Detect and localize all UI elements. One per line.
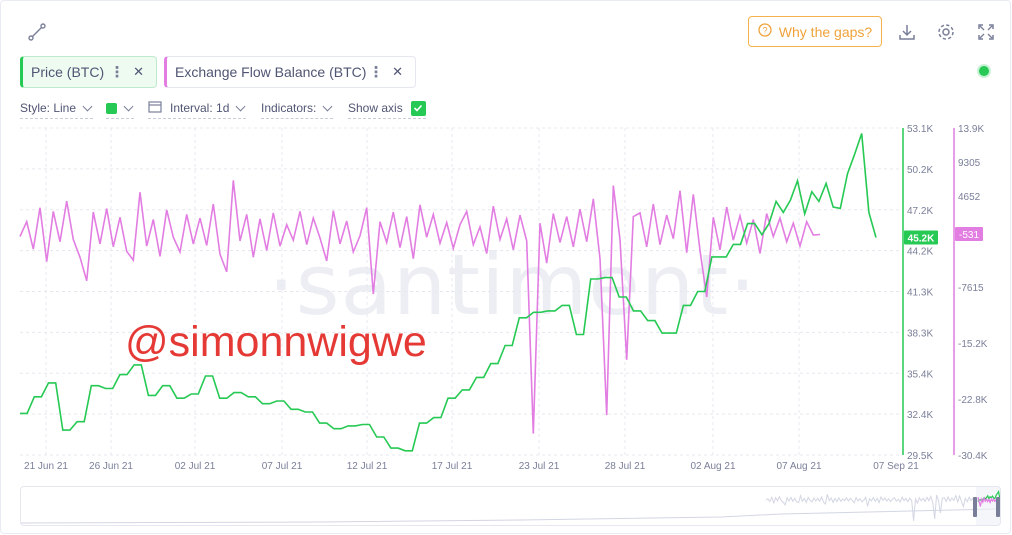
navigator-preview bbox=[21, 487, 1000, 525]
price-tick-label: 29.5K bbox=[907, 451, 933, 462]
flow-tick-label: 9305 bbox=[958, 158, 981, 169]
x-tick-label: 02 Jul 21 bbox=[175, 461, 216, 472]
flow-current-badge bbox=[955, 227, 983, 241]
x-tick-label: 26 Jun 21 bbox=[89, 461, 133, 472]
navigator-price-line bbox=[21, 508, 997, 524]
indicators-label: Indicators: bbox=[261, 101, 317, 115]
santiment-watermark: ·santiment· bbox=[268, 236, 757, 334]
x-tick-label: 07 Sep 21 bbox=[873, 461, 919, 472]
price-tick-label: 44.2K bbox=[907, 247, 933, 258]
flow-axis: 13.9K 9305 4652 -7615 -15.2K -22.8K -30.4K bbox=[953, 124, 988, 462]
metric-chip-flow[interactable]: Exchange Flow Balance (BTC) ⋮ ✕ bbox=[164, 56, 416, 88]
x-tick-label: 07 Aug 21 bbox=[776, 461, 821, 472]
interval-label: Interval: 1d bbox=[170, 101, 230, 115]
flow-tick-label: 13.9K bbox=[958, 124, 984, 135]
x-tick-label: 12 Jul 21 bbox=[347, 461, 388, 472]
flow-current-label: -531 bbox=[959, 230, 979, 241]
price-tick-label: 32.4K bbox=[907, 410, 933, 421]
style-label: Style: Line bbox=[20, 101, 77, 115]
author-handle: @simonnwigwe bbox=[125, 318, 427, 366]
metric-chip-price[interactable]: Price (BTC) ⋮ ✕ bbox=[20, 56, 157, 88]
x-axis: 21 Jun 21 26 Jun 21 02 Jul 21 07 Jul 21 12 J… bbox=[24, 461, 919, 472]
current-value-badges: 45.2K -531 bbox=[904, 227, 983, 245]
more-icon[interactable]: ⋮ bbox=[109, 64, 125, 81]
metric-label: Exchange Flow Balance (BTC) bbox=[175, 64, 367, 80]
price-tick-label: 47.2K bbox=[907, 206, 933, 217]
line-tool-icon[interactable] bbox=[27, 22, 47, 42]
gear-icon[interactable] bbox=[935, 21, 957, 43]
range-navigator[interactable] bbox=[20, 486, 1001, 526]
navigator-handle-right bbox=[996, 497, 1000, 517]
price-axis: 53.1K 50.2K 47.2K 44.2K 41.3K 38.3K 35.4K 32.4K… bbox=[902, 124, 933, 462]
more-icon[interactable]: ⋮ bbox=[368, 64, 384, 81]
navigator-flow-line bbox=[765, 493, 996, 521]
series-line-flow bbox=[19, 180, 821, 434]
x-tick-label: 07 Jul 21 bbox=[262, 461, 303, 472]
why-gaps-label: Why the gaps? bbox=[778, 23, 873, 40]
x-tick-label: 28 Jul 21 bbox=[605, 461, 646, 472]
price-current-badge bbox=[904, 230, 938, 245]
download-icon[interactable] bbox=[896, 21, 918, 43]
help-circle-icon: ? bbox=[758, 23, 772, 40]
price-tick-label: 50.2K bbox=[907, 165, 933, 176]
flow-tick-label: 4652 bbox=[958, 192, 981, 203]
interval-select[interactable]: Interval: 1d bbox=[148, 98, 247, 119]
price-tick-label: 53.1K bbox=[907, 124, 933, 135]
svg-text:?: ? bbox=[762, 26, 767, 36]
flow-tick-label: -7615 bbox=[958, 283, 984, 294]
navigator-handle-left bbox=[973, 497, 977, 517]
indicators-select[interactable]: Indicators: bbox=[261, 98, 334, 119]
flow-tick-label: -30.4K bbox=[958, 451, 988, 462]
price-tick-label: 38.3K bbox=[907, 328, 933, 339]
x-tick-label: 17 Jul 21 bbox=[432, 461, 473, 472]
show-axis-label: Show axis bbox=[348, 101, 403, 115]
price-tick-label: 35.4K bbox=[907, 369, 933, 380]
close-icon[interactable]: ✕ bbox=[133, 64, 144, 79]
show-axis-toggle[interactable]: Show axis bbox=[348, 98, 426, 119]
price-current-label: 45.2K bbox=[908, 233, 935, 244]
why-gaps-button[interactable]: ? Why the gaps? bbox=[748, 16, 882, 47]
fullscreen-icon[interactable] bbox=[975, 21, 997, 43]
x-tick-label: 21 Jun 21 bbox=[24, 461, 68, 472]
color-select[interactable] bbox=[106, 98, 134, 119]
close-icon[interactable]: ✕ bbox=[392, 64, 403, 79]
color-swatch bbox=[106, 102, 117, 114]
flow-tick-label: -22.8K bbox=[958, 395, 988, 406]
flow-tick-label: -15.2K bbox=[958, 339, 988, 350]
x-tick-label: 23 Jul 21 bbox=[519, 461, 560, 472]
calendar-icon bbox=[148, 100, 162, 116]
style-select[interactable]: Style: Line bbox=[20, 98, 94, 119]
chart-grid bbox=[20, 127, 900, 456]
series-line-price bbox=[20, 133, 877, 452]
check-icon[interactable] bbox=[410, 100, 426, 116]
metric-label: Price (BTC) bbox=[31, 64, 105, 80]
price-tick-label: 41.3K bbox=[907, 288, 933, 299]
live-status-dot bbox=[979, 66, 989, 76]
x-tick-label: 02 Aug 21 bbox=[690, 461, 735, 472]
